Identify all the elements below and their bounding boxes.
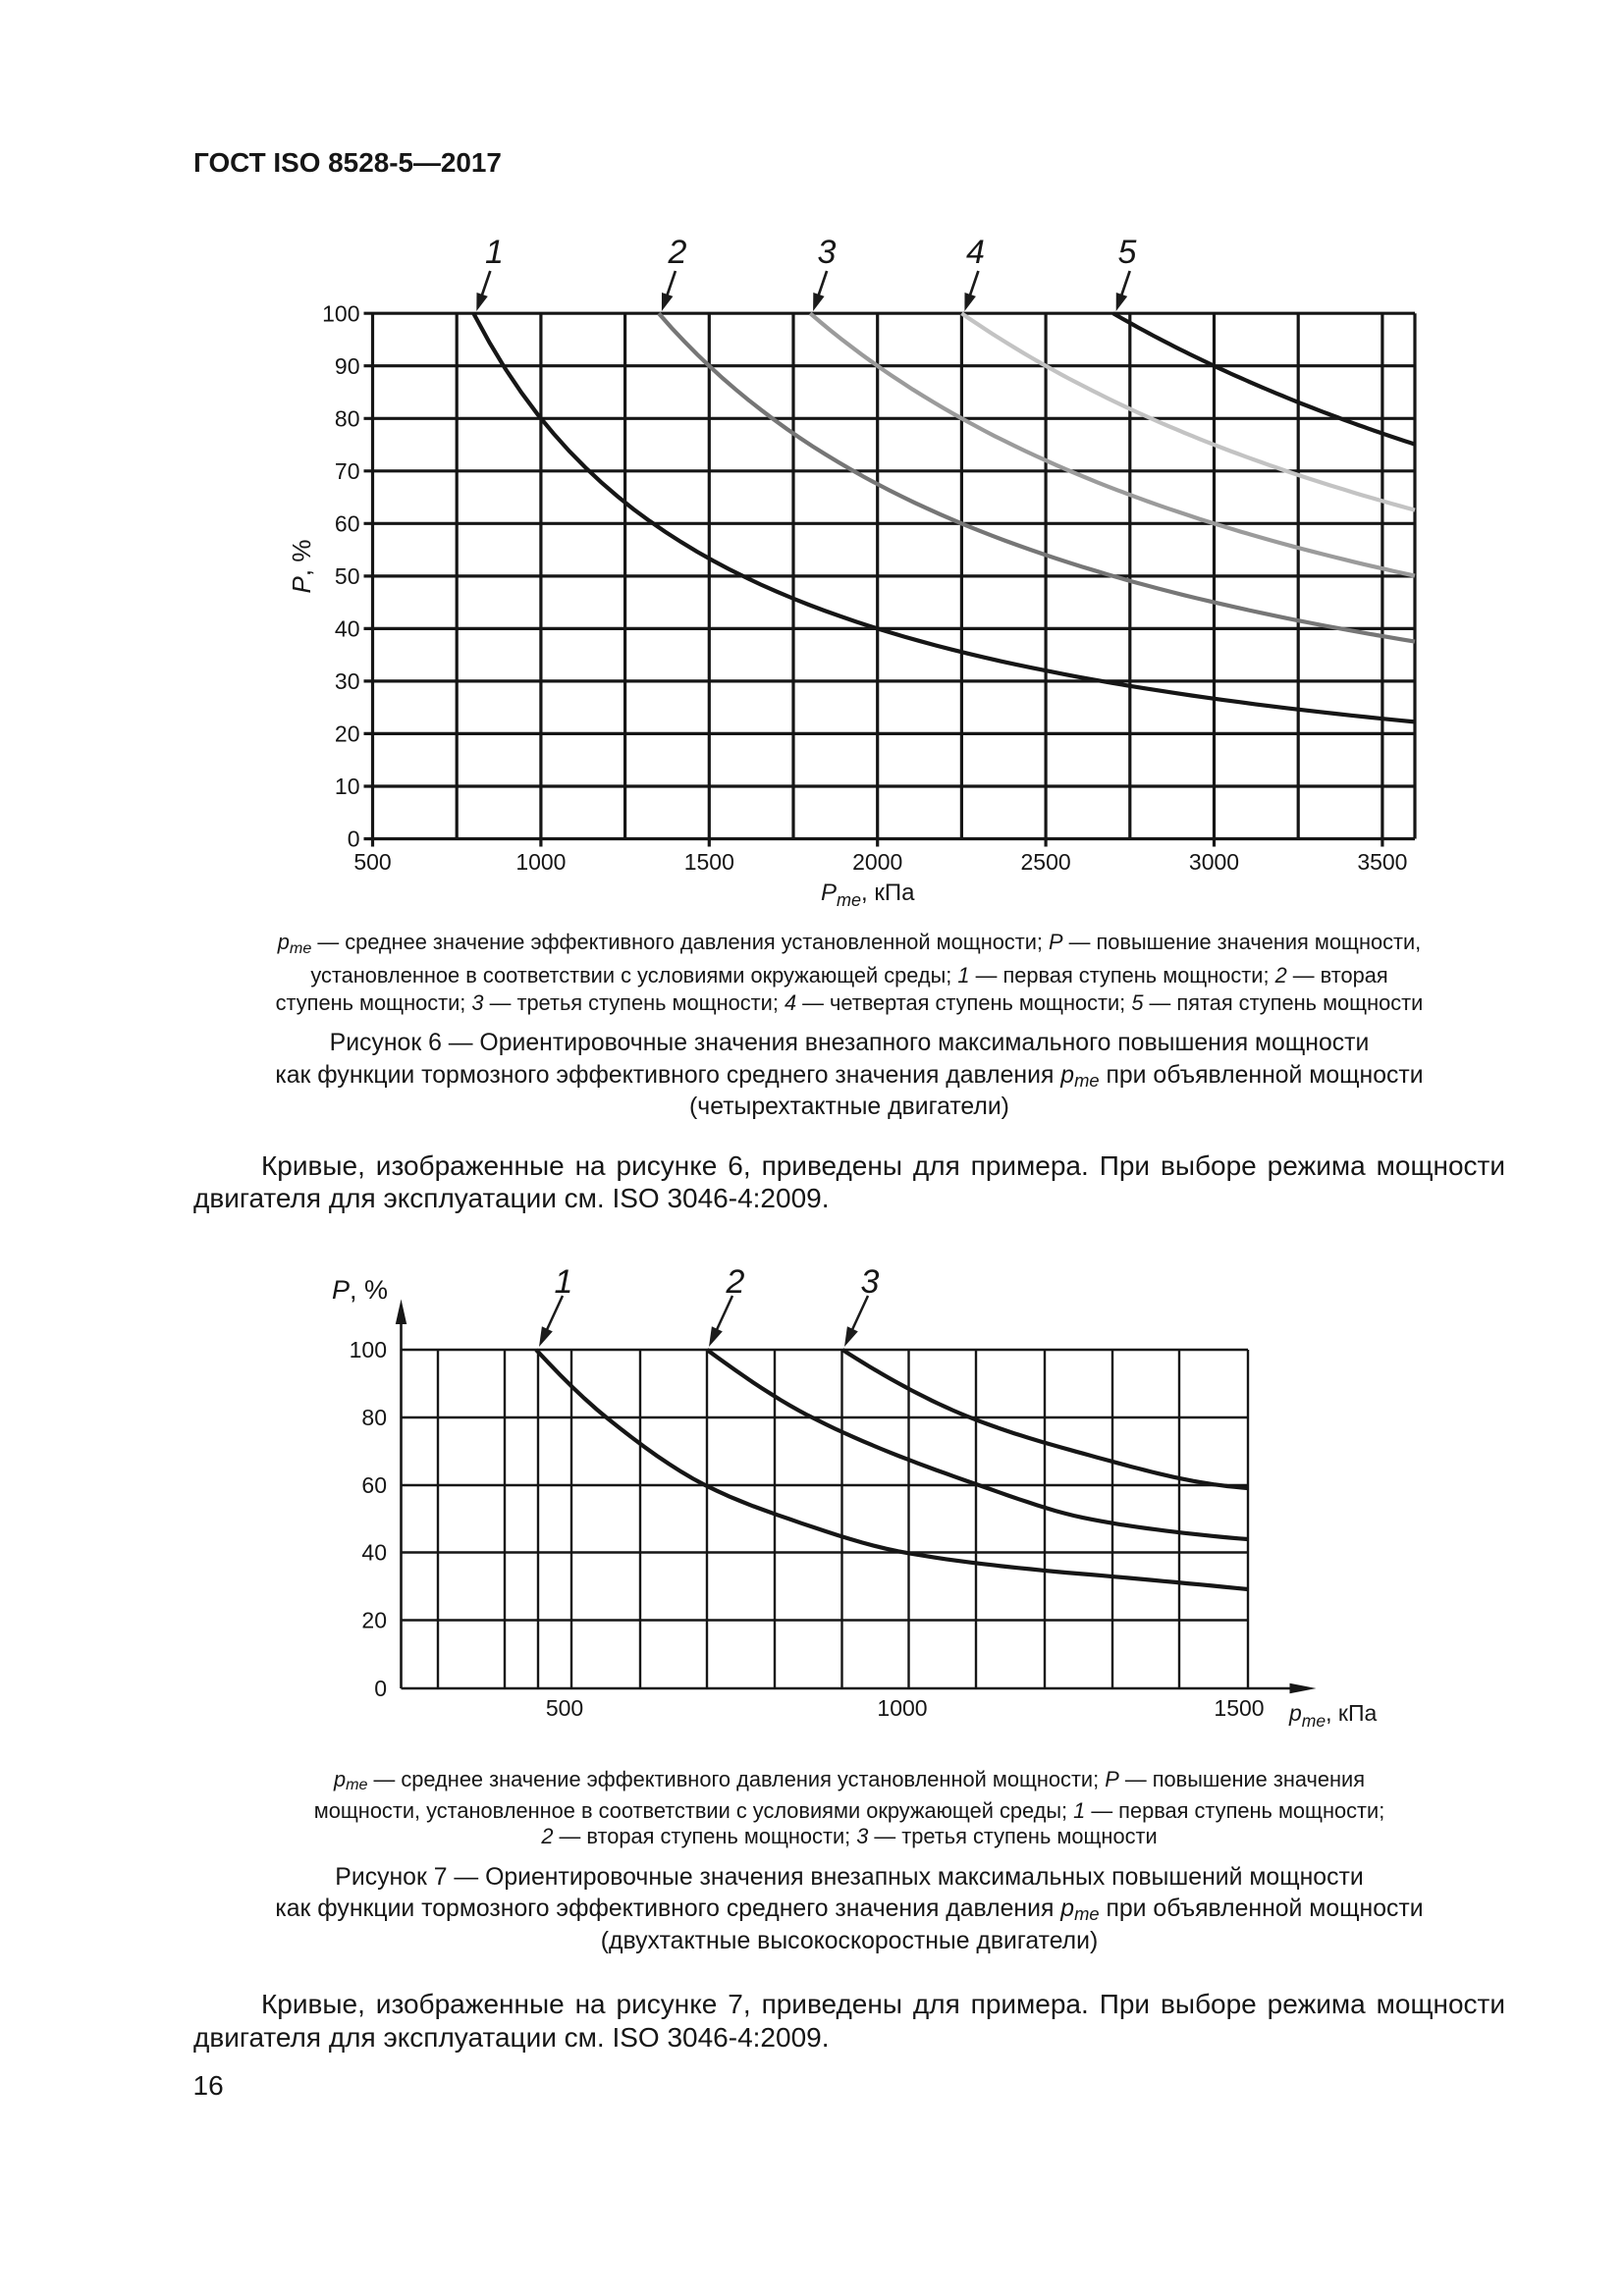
svg-text:40: 40: [335, 616, 360, 642]
svg-text:1500: 1500: [1214, 1695, 1264, 1721]
svg-text:5: 5: [1118, 234, 1137, 271]
svg-text:10: 10: [335, 774, 360, 799]
svg-text:60: 60: [361, 1472, 387, 1498]
svg-text:4: 4: [966, 234, 985, 271]
svg-text:рте, кПа: рте, кПа: [1288, 1700, 1377, 1731]
svg-text:P, %: P, %: [332, 1275, 388, 1305]
svg-text:20: 20: [335, 721, 360, 747]
svg-text:30: 30: [335, 668, 360, 694]
svg-text:500: 500: [546, 1695, 583, 1721]
svg-text:2500: 2500: [1021, 849, 1071, 875]
svg-text:100: 100: [350, 1337, 387, 1362]
svg-text:80: 80: [361, 1405, 387, 1430]
svg-text:1500: 1500: [684, 849, 734, 875]
svg-text:70: 70: [335, 458, 360, 484]
svg-text:3: 3: [818, 234, 837, 271]
svg-text:1: 1: [555, 1263, 573, 1301]
svg-text:40: 40: [361, 1540, 387, 1566]
svg-text:1000: 1000: [515, 849, 566, 875]
svg-text:2000: 2000: [852, 849, 902, 875]
svg-text:Pте, кПа: Pте, кПа: [821, 880, 915, 910]
svg-text:3500: 3500: [1357, 849, 1407, 875]
svg-text:500: 500: [353, 849, 391, 875]
svg-text:50: 50: [335, 563, 360, 589]
svg-text:3: 3: [861, 1263, 880, 1301]
svg-text:0: 0: [348, 827, 360, 852]
svg-text:1000: 1000: [877, 1695, 927, 1721]
svg-text:2: 2: [726, 1263, 745, 1301]
svg-text:90: 90: [335, 353, 360, 379]
svg-text:1: 1: [485, 234, 504, 271]
svg-text:3000: 3000: [1189, 849, 1239, 875]
svg-text:2: 2: [668, 234, 687, 271]
svg-text:60: 60: [335, 511, 360, 537]
svg-text:80: 80: [335, 406, 360, 432]
svg-text:0: 0: [374, 1676, 387, 1701]
svg-text:20: 20: [361, 1608, 387, 1633]
svg-text:100: 100: [322, 300, 359, 326]
svg-text:P, %: P, %: [287, 540, 316, 594]
